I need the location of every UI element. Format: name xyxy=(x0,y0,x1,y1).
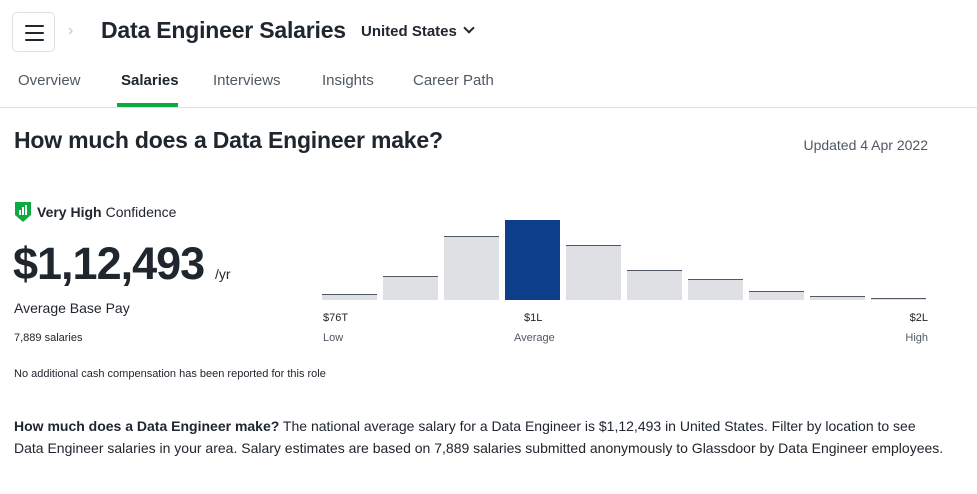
histogram-bar xyxy=(566,245,621,300)
average-pay-label: Average Base Pay xyxy=(14,300,130,316)
page-title: Data Engineer Salaries xyxy=(101,17,346,43)
histogram-bar xyxy=(749,291,804,300)
tab-overview[interactable]: Overview xyxy=(18,72,81,89)
no-cash-note: No additional cash compensation has been… xyxy=(14,368,326,380)
location-label: United States xyxy=(361,23,457,40)
description-body: The national average salary for a Data E… xyxy=(14,418,944,456)
tick-high-label: High xyxy=(905,332,928,344)
histogram-bar xyxy=(871,298,926,300)
average-pay-value: $1,12,493 xyxy=(13,238,205,289)
active-tab-indicator xyxy=(117,103,178,107)
location-select[interactable]: United States xyxy=(361,22,475,40)
confidence-level: Very High xyxy=(37,204,102,220)
histogram-bar xyxy=(322,294,377,300)
tick-average-value: $1L xyxy=(524,312,543,324)
tick-high-value: $2L xyxy=(909,312,928,324)
tab-career-path[interactable]: Career Path xyxy=(413,72,494,89)
salary-histogram xyxy=(322,210,928,300)
histogram-bar xyxy=(627,270,682,300)
tick-low-value: $76T xyxy=(323,312,349,324)
histogram-bar xyxy=(688,279,743,300)
confidence-label: Confidence xyxy=(105,204,177,220)
histogram-bar xyxy=(810,296,865,300)
confidence-badge: Very High Confidence xyxy=(14,200,176,224)
menu-icon[interactable] xyxy=(12,12,55,52)
description-lead: How much does a Data Engineer make? xyxy=(14,418,280,434)
tab-salaries[interactable]: Salaries xyxy=(121,72,179,89)
tick-average-label: Average xyxy=(514,332,555,344)
histogram-bar-average xyxy=(505,220,560,300)
tick-low-label: Low xyxy=(323,332,344,344)
chevron-down-icon xyxy=(463,22,475,34)
histogram-bar xyxy=(444,236,499,300)
histogram-bar xyxy=(383,276,438,300)
pay-unit: /yr xyxy=(215,266,231,282)
section-heading: How much does a Data Engineer make? xyxy=(14,127,443,153)
updated-date: Updated 4 Apr 2022 xyxy=(803,137,928,153)
chevron-right-icon: › xyxy=(68,22,74,39)
shield-chart-icon xyxy=(15,202,31,222)
salary-count: 7,889 salaries xyxy=(14,332,83,344)
salary-description: How much does a Data Engineer make? The … xyxy=(14,416,944,459)
tab-interviews[interactable]: Interviews xyxy=(213,72,281,89)
tab-insights[interactable]: Insights xyxy=(322,72,374,89)
top-header: › Data Engineer Salaries United States O… xyxy=(0,0,977,108)
